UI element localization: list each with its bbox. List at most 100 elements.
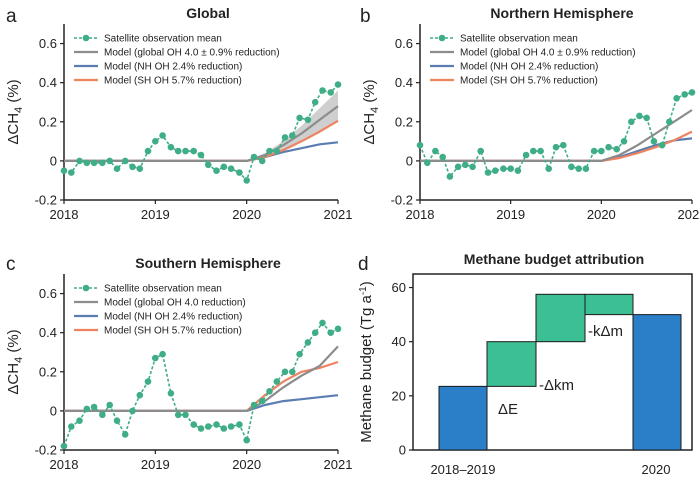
- y-tick-label: -0.2: [35, 193, 57, 208]
- obs-point: [424, 159, 431, 167]
- obs-point: [545, 165, 552, 172]
- obs-point: [273, 147, 281, 155]
- panel-label: d: [358, 254, 369, 275]
- x-tick-label: 2021: [324, 207, 353, 222]
- obs-point: [628, 118, 635, 126]
- obs-point: [258, 397, 266, 405]
- obs-point: [469, 163, 476, 171]
- obs-point: [220, 425, 228, 432]
- y-tick-label: 0: [399, 443, 406, 458]
- legend-marker-obs: [82, 34, 90, 42]
- obs-point: [266, 388, 273, 395]
- panel-a: a Global -0.2 0 0.2 0.4 0.6 2018 2019 2020 2021 ΔCH…: [5, 5, 352, 222]
- obs-point: [530, 147, 537, 155]
- obs-point: [432, 147, 439, 155]
- legend-entry-nh: Model (NH OH 2.4% reduction): [460, 62, 598, 73]
- obs-point: [190, 421, 197, 428]
- x-tick-label: 2018: [406, 207, 435, 222]
- obs-point: [643, 114, 650, 122]
- obs-point: [113, 165, 121, 172]
- obs-point: [416, 141, 424, 149]
- obs-point: [537, 147, 544, 155]
- legend-entry-obs: Satellite observation mean: [104, 34, 222, 45]
- bar-label-dE: ΔE: [498, 401, 518, 418]
- obs-point: [129, 407, 136, 415]
- obs-point: [605, 143, 612, 151]
- y-tick-label: 0.6: [39, 36, 57, 51]
- plot-frame: [412, 273, 693, 451]
- obs-point: [273, 378, 281, 385]
- obs-point: [304, 116, 312, 124]
- obs-point: [174, 147, 182, 155]
- obs-point: [159, 350, 166, 358]
- x-tick-label: 2018: [50, 457, 79, 472]
- obs-point: [250, 401, 258, 409]
- obs-point: [266, 147, 273, 155]
- obs-point: [454, 163, 462, 171]
- uncertainty-band: [246, 90, 338, 161]
- legend-entry-sh: Model (SH OH 5.7% reduction): [104, 326, 242, 337]
- obs-point: [319, 87, 326, 94]
- panel-d: d Methane budget attribution 0 20 40 60 Methan…: [358, 251, 693, 477]
- obs-point: [68, 169, 75, 176]
- x-tick-label: 2020: [642, 462, 671, 477]
- obs-point: [514, 167, 522, 174]
- obs-point: [106, 157, 113, 165]
- x-tick-label: 2019: [141, 457, 170, 472]
- legend-entry-nh: Model (NH OH 2.4% reduction): [104, 62, 242, 73]
- obs-point: [220, 163, 228, 171]
- obs-point: [174, 411, 182, 419]
- obs-point: [243, 177, 250, 184]
- obs-point: [227, 423, 235, 430]
- obs-point: [152, 354, 159, 362]
- y-tick-label: 0.2: [39, 114, 57, 129]
- obs-point: [477, 147, 485, 155]
- obs-point: [688, 89, 696, 96]
- obs-point: [205, 423, 212, 430]
- obs-point: [68, 423, 75, 430]
- x-tick-label: 2020: [232, 207, 261, 222]
- obs-point: [334, 325, 342, 333]
- y-tick-label: -0.2: [391, 193, 413, 208]
- legend-entry-sh: Model (SH OH 5.7% reduction): [460, 76, 598, 87]
- y-tick-label: 0.4: [395, 75, 413, 90]
- bar-final: [632, 314, 682, 451]
- obs-point: [327, 329, 335, 337]
- x-tick-label: 2021: [678, 207, 700, 222]
- obs-point: [258, 157, 266, 165]
- obs-point: [484, 169, 492, 176]
- panel-label: b: [360, 6, 371, 27]
- y-tick-label: 0: [50, 153, 57, 168]
- obs-point: [182, 411, 189, 419]
- obs-point: [136, 391, 144, 399]
- y-tick-label: 20: [392, 388, 406, 403]
- y-axis-label: ΔCH4 (%): [5, 79, 25, 144]
- y-tick-label: 0.4: [39, 325, 57, 340]
- obs-point: [281, 368, 289, 376]
- obs-point: [304, 339, 312, 346]
- obs-point: [76, 417, 83, 425]
- panel-title: Southern Hemisphere: [135, 255, 281, 271]
- x-tick-label: 2019: [496, 207, 525, 222]
- panel-title: Global: [186, 5, 230, 21]
- legend-entry-global: Model (global OH 4.0 reduction): [104, 298, 246, 309]
- obs-point: [83, 405, 91, 413]
- obs-point: [129, 163, 136, 171]
- obs-point: [121, 157, 129, 165]
- series-line-obs: [419, 91, 693, 179]
- y-tick-label: 0.2: [395, 114, 413, 129]
- panel-b: b Northern Hemisphere -0.2 0 0.2 0.4 0.6 2018 20…: [360, 5, 700, 222]
- obs-point: [60, 442, 68, 450]
- obs-point: [560, 141, 567, 149]
- obs-point: [658, 141, 666, 149]
- obs-point: [673, 95, 680, 102]
- bar-label-dkm: -Δkm: [539, 377, 574, 394]
- series-line-global: [64, 105, 339, 162]
- obs-point: [213, 167, 220, 174]
- panel-title: Methane budget attribution: [464, 251, 644, 267]
- legend-marker-obs: [438, 34, 446, 42]
- obs-point: [568, 163, 575, 171]
- obs-point: [190, 147, 197, 155]
- obs-point: [507, 165, 514, 172]
- y-axis-label: Methane budget (Tg a-1): [358, 281, 375, 443]
